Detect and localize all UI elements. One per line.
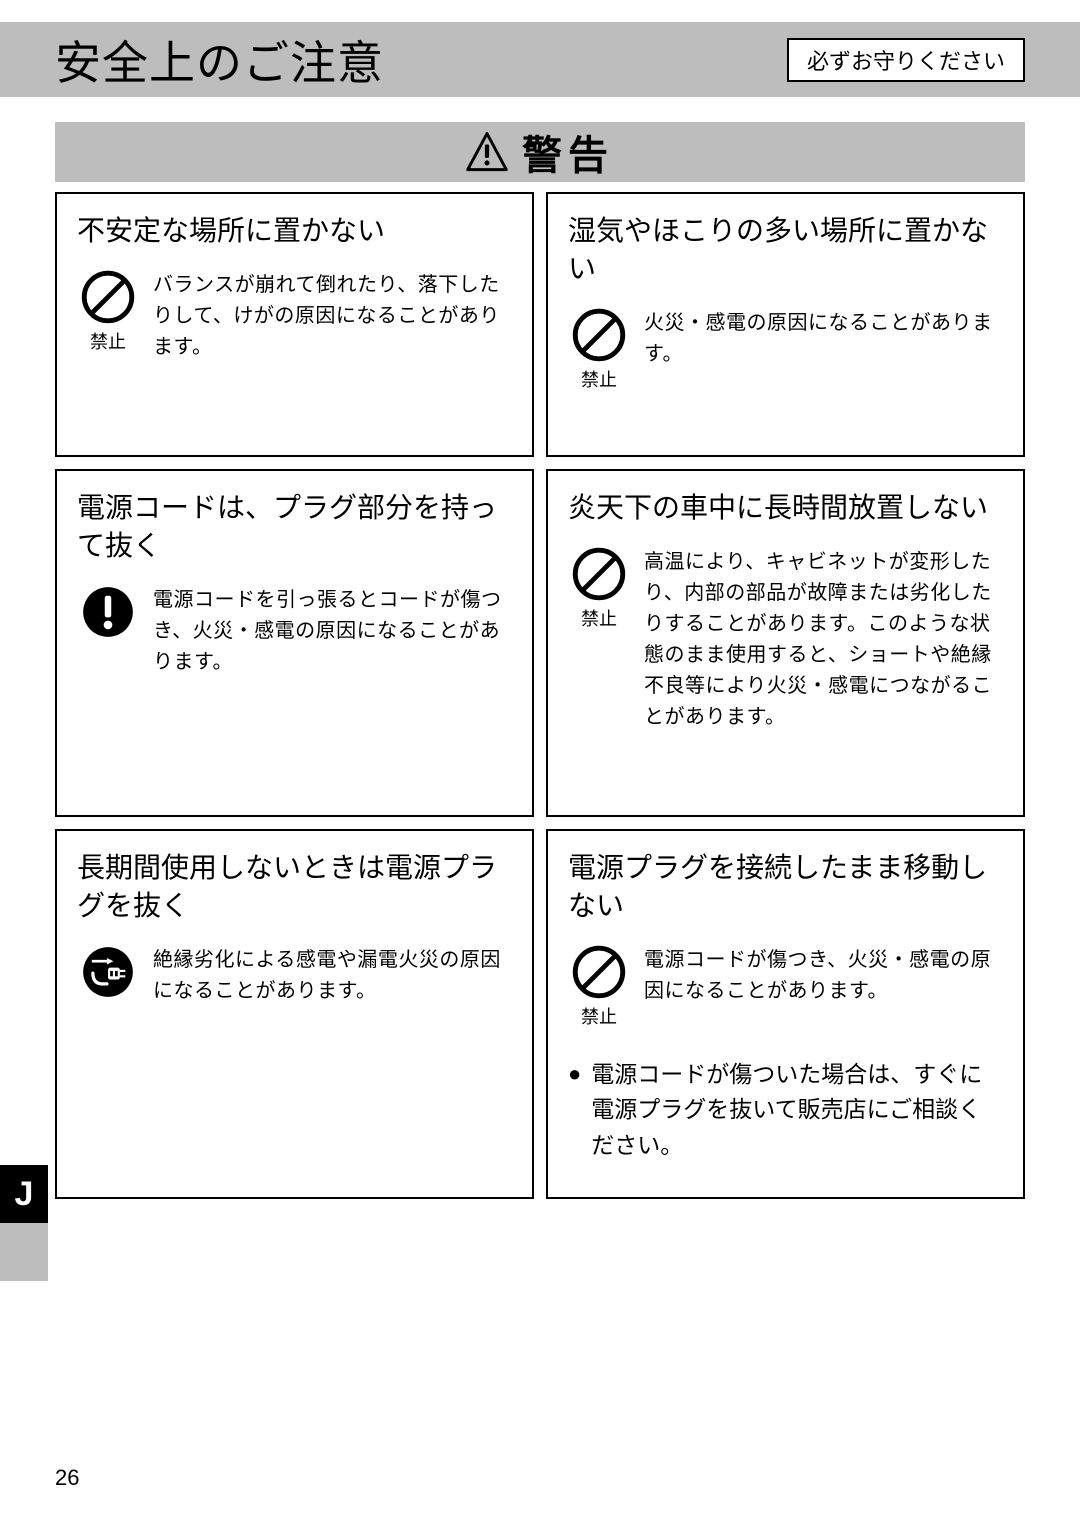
must-do-icon	[81, 585, 135, 639]
warning-bar-text: 警告	[522, 123, 614, 181]
cell-no-move-plugged: 電源プラグを接続したまま移動しない 禁止 電源コードが傷つき、火災・感電の原因に…	[546, 829, 1025, 1199]
cell-heading: 電源プラグを接続したまま移動しない	[568, 849, 1003, 925]
cell-body: バランスが崩れて倒れたり、落下したりして、けがの原因になることがあります。	[153, 270, 512, 363]
cell-heading: 炎天下の車中に長時間放置しない	[568, 489, 1003, 527]
cell-unstable-place: 不安定な場所に置かない 禁止 バランスが崩れて倒れたり、落下したりして、けがの原…	[55, 192, 534, 457]
cell-heading: 長期間使用しないときは電源プラグを抜く	[77, 849, 512, 925]
prohibit-icon	[81, 270, 135, 324]
warning-grid: 不安定な場所に置かない 禁止 バランスが崩れて倒れたり、落下したりして、けがの原…	[55, 192, 1025, 1199]
cell-body: 高温により、キャビネットが変形したり、内部の部品が故障または劣化したりすることが…	[644, 547, 1003, 733]
warning-bar: 警告	[55, 122, 1025, 182]
page-content: 安全上のご注意 必ずお守りください 警告 不安定な場所に置かない 禁止 バランス…	[0, 0, 1080, 1199]
prohibit-icon	[572, 547, 626, 601]
page-number: 26	[55, 1465, 79, 1491]
header-sub-box: 必ずお守りください	[787, 38, 1025, 82]
cell-heading: 不安定な場所に置かない	[77, 212, 512, 250]
warning-triangle-icon	[466, 131, 508, 173]
icon-label: 禁止	[581, 605, 617, 631]
cell-body: 電源コードが傷つき、火災・感電の原因になることがあります。	[644, 945, 1003, 1007]
icon-label: 禁止	[581, 1003, 617, 1029]
cell-body: 電源コードを引っ張るとコードが傷つき、火災・感電の原因になることがあります。	[153, 585, 512, 678]
cell-hot-car: 炎天下の車中に長時間放置しない 禁止 高温により、キャビネットが変形したり、内部…	[546, 469, 1025, 817]
cell-body: 絶縁劣化による感電や漏電火災の原因になることがあります。	[153, 945, 512, 1007]
header-row: 安全上のご注意 必ずお守りください	[55, 22, 1025, 97]
cell-humid-dusty: 湿気やほこりの多い場所に置かない 禁止 火災・感電の原因になることがあります。	[546, 192, 1025, 457]
icon-label: 禁止	[581, 366, 617, 392]
cell-heading: 湿気やほこりの多い場所に置かない	[568, 212, 1003, 288]
page-title: 安全上のご注意	[55, 27, 384, 93]
side-tab-gray	[0, 1223, 48, 1281]
prohibit-icon	[572, 945, 626, 999]
unplug-icon	[81, 945, 135, 999]
prohibit-icon	[572, 308, 626, 362]
bullet-note: ● 電源コードが傷ついた場合は、すぐに電源プラグを抜いて販売店にご相談ください。	[568, 1057, 1003, 1164]
cell-heading: 電源コードは、プラグ部分を持って抜く	[77, 489, 512, 565]
bullet-text: 電源コードが傷ついた場合は、すぐに電源プラグを抜いて販売店にご相談ください。	[591, 1057, 1003, 1164]
bullet-dot-icon: ●	[568, 1057, 581, 1164]
cell-power-cord-plug: 電源コードは、プラグ部分を持って抜く 電源コードを引っ張るとコードが傷つき、火災…	[55, 469, 534, 817]
icon-label: 禁止	[90, 328, 126, 354]
cell-long-unused-unplug: 長期間使用しないときは電源プラグを抜く 絶縁劣化による感電や漏電火災の原因になる…	[55, 829, 534, 1199]
cell-body: 火災・感電の原因になることがあります。	[644, 308, 1003, 370]
